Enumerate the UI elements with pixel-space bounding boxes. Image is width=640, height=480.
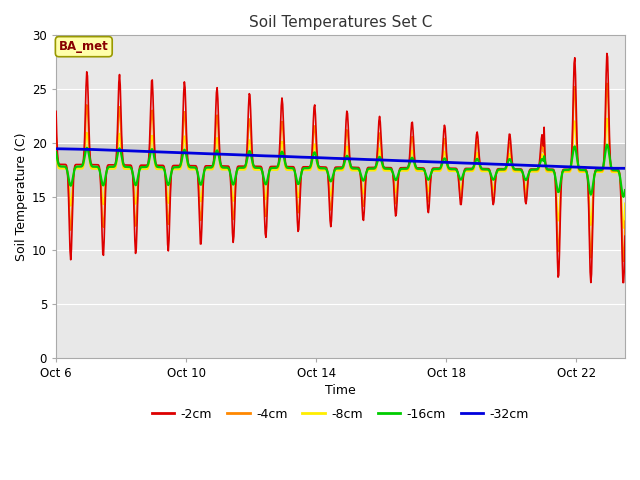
Y-axis label: Soil Temperature (C): Soil Temperature (C) bbox=[15, 132, 28, 261]
Bar bbox=[56, 143, 625, 197]
Title: Soil Temperatures Set C: Soil Temperatures Set C bbox=[249, 15, 432, 30]
Legend: -2cm, -4cm, -8cm, -16cm, -32cm: -2cm, -4cm, -8cm, -16cm, -32cm bbox=[147, 403, 534, 426]
Text: BA_met: BA_met bbox=[59, 40, 109, 53]
X-axis label: Time: Time bbox=[325, 384, 356, 397]
